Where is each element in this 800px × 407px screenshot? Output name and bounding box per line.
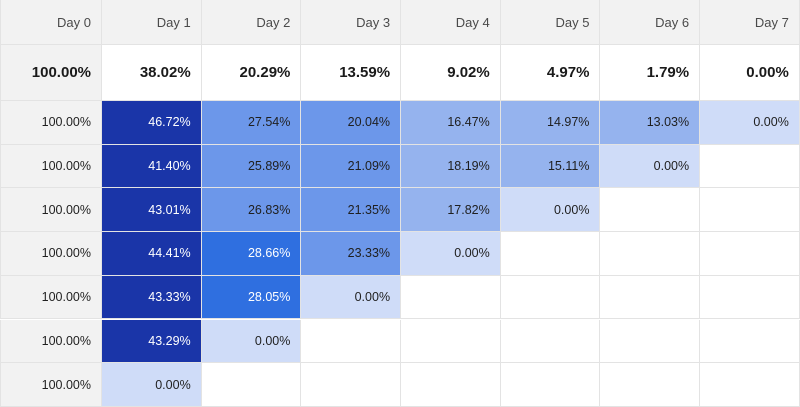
cohort-cell: 43.29% <box>102 319 202 364</box>
total-day-0: 100.00% <box>0 45 102 101</box>
cohort-cell: 0.00% <box>401 232 501 276</box>
cohort-row: 100.00% 46.72% 27.54% 20.04% 16.47% 14.97% 13.… <box>0 101 800 145</box>
cohort-cell: 14.97% <box>500 101 601 145</box>
cohort-cell: 15.11% <box>500 144 601 189</box>
header-day-2: Day 2 <box>201 0 302 45</box>
cohort-row: 100.00% 0.00% <box>0 363 800 407</box>
cohort-row: 100.00% 43.01% 26.83% 21.35% 17.82% 0.00% <box>0 188 800 233</box>
cohort-cell: 41.40% <box>102 144 202 189</box>
cohort-cell: 0.00% <box>201 319 302 364</box>
cohort-cell <box>500 232 601 276</box>
header-day-0: Day 0 <box>0 0 102 45</box>
total-day-2: 20.29% <box>201 45 302 101</box>
total-day-6: 1.79% <box>600 45 701 101</box>
header-row: Day 0 Day 1 Day 2 Day 3 Day 4 Day 5 Day … <box>0 0 800 45</box>
cohort-cell: 100.00% <box>0 319 102 364</box>
header-day-3: Day 3 <box>301 0 402 45</box>
cohort-cell: 43.01% <box>102 188 202 233</box>
header-day-7: Day 7 <box>700 0 800 45</box>
cohort-cell: 100.00% <box>0 232 102 276</box>
cohort-cell: 100.00% <box>0 188 102 233</box>
totals-row: 100.00% 38.02% 20.29% 13.59% 9.02% 4.97%… <box>0 45 800 101</box>
cohort-cell <box>700 363 800 407</box>
cohort-cell: 20.04% <box>301 101 402 145</box>
cohort-cell <box>600 363 701 407</box>
cohort-cell: 28.05% <box>201 275 302 320</box>
cohort-cell <box>301 319 402 364</box>
header-day-6: Day 6 <box>600 0 701 45</box>
cohort-cell: 18.19% <box>401 144 501 189</box>
cohort-row: 100.00% 43.33% 28.05% 0.00% <box>0 275 800 320</box>
cohort-cell <box>401 319 501 364</box>
cohort-cell: 0.00% <box>102 363 202 407</box>
cohort-row: 100.00% 41.40% 25.89% 21.09% 18.19% 15.11% 0.0… <box>0 144 800 189</box>
cohort-cell <box>700 232 800 276</box>
cohort-cell <box>201 363 302 407</box>
cohort-cell <box>600 319 701 364</box>
header-day-4: Day 4 <box>401 0 501 45</box>
total-day-7: 0.00% <box>700 45 800 101</box>
cohort-row: 100.00% 43.29% 0.00% <box>0 319 800 364</box>
cohort-cell <box>700 275 800 320</box>
cohort-cell <box>401 275 501 320</box>
cohort-cell <box>700 144 800 189</box>
cohort-cell: 13.03% <box>600 101 701 145</box>
cohort-cell <box>700 188 800 233</box>
cohort-cell: 100.00% <box>0 363 102 407</box>
total-day-1: 38.02% <box>102 45 202 101</box>
cohort-row: 100.00% 44.41% 28.66% 23.33% 0.00% <box>0 232 800 276</box>
total-day-4: 9.02% <box>401 45 501 101</box>
cohort-cell: 16.47% <box>401 101 501 145</box>
cohort-cell <box>600 232 701 276</box>
cohort-cell: 0.00% <box>301 275 402 320</box>
cohort-cell <box>500 275 601 320</box>
cohort-cell: 27.54% <box>201 101 302 145</box>
cohort-cell: 17.82% <box>401 188 501 233</box>
cohort-cell <box>401 363 501 407</box>
cohort-cell: 0.00% <box>500 188 601 233</box>
cohort-cell <box>700 319 800 364</box>
header-day-5: Day 5 <box>500 0 601 45</box>
cohort-cell: 100.00% <box>0 275 102 320</box>
cohort-cell: 43.33% <box>102 275 202 320</box>
cohort-cell: 0.00% <box>700 101 800 145</box>
header-day-1: Day 1 <box>102 0 202 45</box>
cohort-cell: 28.66% <box>201 232 302 276</box>
cohort-cell: 0.00% <box>600 144 701 189</box>
total-day-5: 4.97% <box>500 45 601 101</box>
cohort-cell: 25.89% <box>201 144 302 189</box>
cohort-cell: 23.33% <box>301 232 402 276</box>
cohort-cell <box>600 188 701 233</box>
cohort-cell: 21.09% <box>301 144 402 189</box>
cohort-cell <box>600 275 701 320</box>
cohort-cell: 44.41% <box>102 232 202 276</box>
cohort-cell: 26.83% <box>201 188 302 233</box>
cohort-cell: 100.00% <box>0 101 102 145</box>
cohort-cell: 46.72% <box>102 101 202 145</box>
cohort-cell <box>500 319 601 364</box>
total-day-3: 13.59% <box>301 45 402 101</box>
cohort-cell <box>500 363 601 407</box>
cohort-cell: 100.00% <box>0 144 102 189</box>
cohort-cell: 21.35% <box>301 188 402 233</box>
cohort-cell <box>301 363 402 407</box>
